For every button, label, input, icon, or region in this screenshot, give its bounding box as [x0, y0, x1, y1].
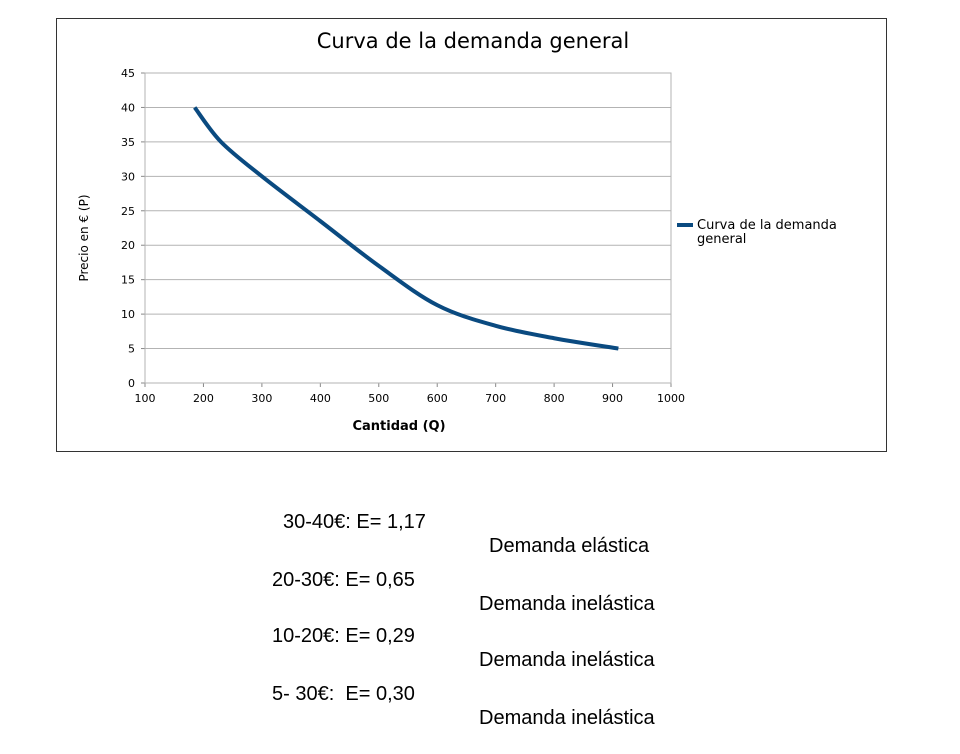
elasticity-label: Demanda inelástica [479, 593, 655, 615]
elasticity-label: Demanda inelástica [479, 649, 655, 671]
elasticity-row: 10-20€: E= 0,29 Demanda inelástica [272, 600, 655, 696]
chart-title: Curva de la demanda general [317, 29, 629, 53]
x-tick-label: 200 [193, 392, 214, 405]
elasticity-row: 20-30€: E= 0,65 Demanda inelástica [272, 544, 655, 640]
y-tick-label: 30 [121, 170, 135, 183]
y-tick-label: 20 [121, 239, 135, 252]
x-tick-label: 700 [485, 392, 506, 405]
elasticity-row: 5- 30€: E= 0,30 Demanda inelástica [272, 658, 655, 754]
elasticity-range: 10-20€: E= 0,29 [272, 625, 415, 647]
x-tick-label: 300 [251, 392, 272, 405]
y-tick-label: 35 [121, 136, 135, 149]
y-tick-label: 5 [128, 343, 135, 356]
elasticity-range: 20-30€: E= 0,65 [272, 569, 415, 591]
y-tick-label: 10 [121, 308, 135, 321]
elasticity-label: Demanda elástica [489, 535, 650, 557]
demand-chart: 0 5 10 15 20 25 30 35 40 45 100 200 300 400 500 600 700 8… [77, 29, 837, 434]
chart-frame: 0 5 10 15 20 25 30 35 40 45 100 200 300 400 500 600 700 8… [56, 18, 887, 452]
x-tick-label: 500 [368, 392, 389, 405]
y-tick-label: 0 [128, 377, 135, 390]
y-tick-label: 25 [121, 205, 135, 218]
y-tick-label: 15 [121, 274, 135, 287]
x-tick-label: 400 [310, 392, 331, 405]
x-tick-label: 100 [135, 392, 156, 405]
plot-area [144, 72, 672, 384]
x-tick-label: 1000 [657, 392, 685, 405]
legend-label: Curva de la demanda general [697, 218, 837, 247]
x-tick-label: 600 [427, 392, 448, 405]
elasticity-row: 30-40€: E= 1,17 Demanda elástica [283, 486, 649, 582]
x-tick-label: 800 [544, 392, 565, 405]
elasticity-range: 30-40€: E= 1,17 [283, 511, 426, 533]
y-tick-label: 45 [121, 67, 135, 80]
x-axis-label: Cantidad (Q) [352, 419, 445, 434]
y-axis-label: Precio en € (P) [77, 194, 91, 281]
elasticity-range: 5- 30€: E= 0,30 [272, 683, 415, 705]
y-tick-label: 40 [121, 101, 135, 114]
series-line [193, 106, 619, 351]
elasticity-label: Demanda inelástica [479, 707, 655, 729]
x-tick-label: 900 [602, 392, 623, 405]
